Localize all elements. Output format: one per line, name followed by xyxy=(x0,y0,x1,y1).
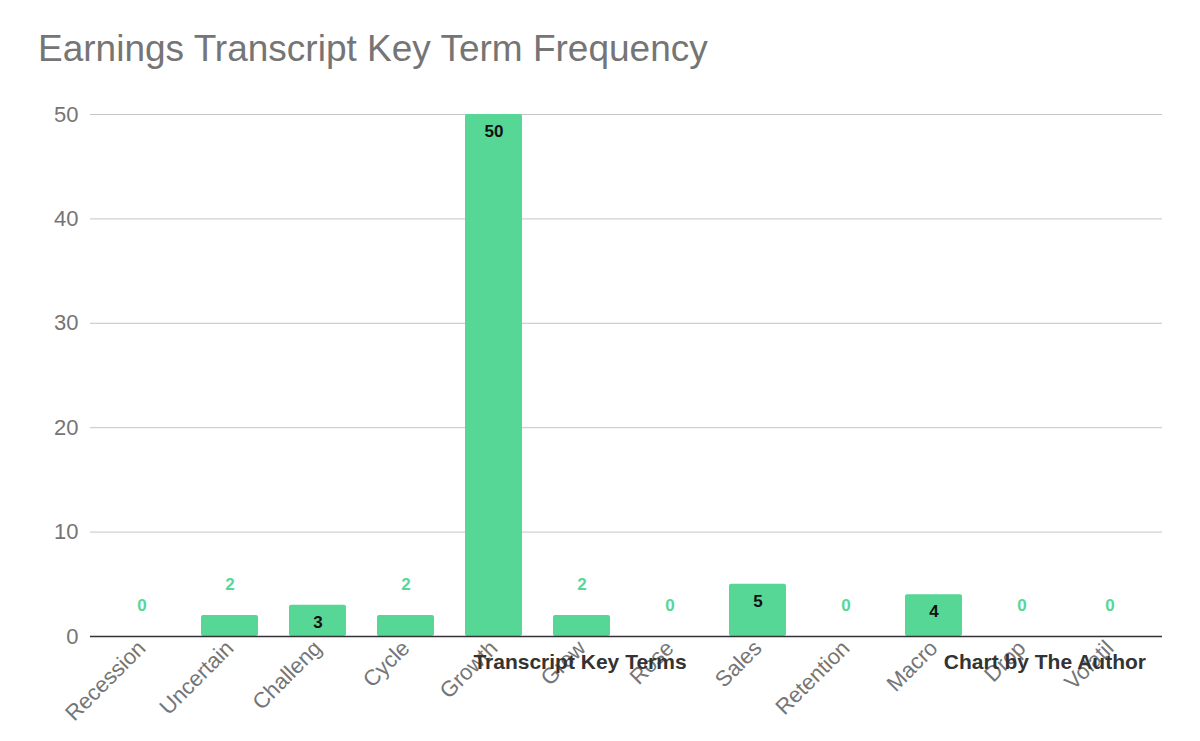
svg-text:Cycle: Cycle xyxy=(358,635,415,692)
svg-text:0: 0 xyxy=(1105,596,1114,615)
svg-text:Uncertain: Uncertain xyxy=(154,635,238,719)
svg-text:Recession: Recession xyxy=(60,635,150,725)
svg-text:2: 2 xyxy=(401,575,410,594)
svg-text:0: 0 xyxy=(1017,596,1026,615)
svg-text:0: 0 xyxy=(66,624,78,649)
svg-text:30: 30 xyxy=(54,310,78,335)
svg-text:10: 10 xyxy=(54,519,78,544)
svg-text:2: 2 xyxy=(225,575,234,594)
svg-text:5: 5 xyxy=(753,592,762,611)
svg-text:4: 4 xyxy=(929,602,939,621)
svg-text:50: 50 xyxy=(485,122,504,141)
svg-text:40: 40 xyxy=(54,206,78,231)
svg-text:20: 20 xyxy=(54,415,78,440)
svg-text:3: 3 xyxy=(313,613,322,632)
svg-text:50: 50 xyxy=(54,102,78,127)
svg-text:0: 0 xyxy=(137,596,146,615)
svg-text:Retention: Retention xyxy=(770,635,854,719)
svg-text:Macro: Macro xyxy=(882,635,943,696)
svg-text:Sales: Sales xyxy=(710,635,767,692)
svg-text:Challeng: Challeng xyxy=(247,635,326,714)
svg-text:0: 0 xyxy=(841,596,850,615)
svg-text:0: 0 xyxy=(665,596,674,615)
svg-text:2: 2 xyxy=(577,575,586,594)
